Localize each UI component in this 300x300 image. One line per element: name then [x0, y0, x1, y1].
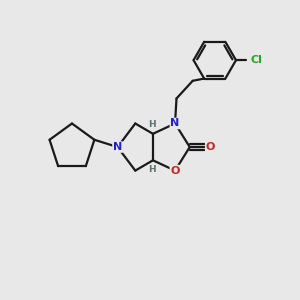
Text: O: O: [206, 142, 215, 152]
Text: N: N: [170, 118, 180, 128]
Text: H: H: [148, 120, 156, 129]
Text: H: H: [148, 165, 156, 174]
Text: Cl: Cl: [251, 55, 262, 65]
Text: O: O: [170, 166, 180, 176]
Text: N: N: [113, 142, 122, 152]
